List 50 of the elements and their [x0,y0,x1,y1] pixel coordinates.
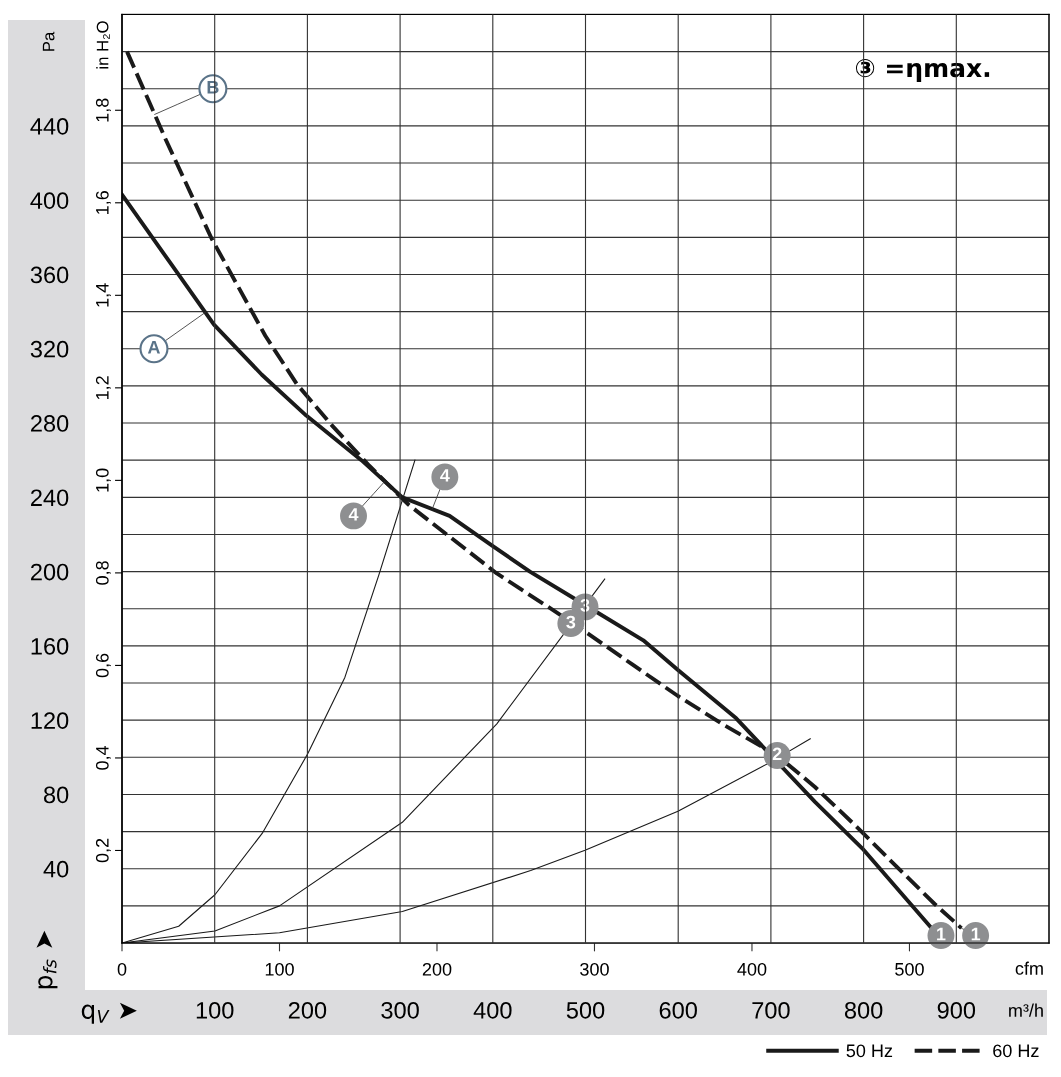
x-tick-label: 400 [737,962,767,976]
x-tick-label: 200 [422,962,452,976]
annotation: A [147,341,161,354]
y-axis-title: Pa [42,31,55,51]
x2-tick-label: 900 [937,1001,976,1019]
y2-tick-label: 0,8 [95,561,111,585]
x2-tick-label: 700 [752,1001,790,1019]
annotation: 3 [566,615,576,629]
y2-tick-label: 1,6 [95,191,111,214]
y2-axis-title: in H₂O [96,21,110,69]
y-tick-label: 320 [30,340,69,358]
y-tick-label: 280 [31,415,69,432]
annotation: 4 [440,469,450,482]
text: p$_{fs}$ ➤ [36,930,58,989]
x2-tick-label: 600 [659,1001,697,1019]
y2-tick-label: 1,2 [95,376,111,400]
y2-tick-label: 1,8 [95,98,111,122]
y-tick-label: 80 [43,786,69,804]
text: q$_{V}$ ➤ [81,1002,137,1024]
y-tick-label: 400 [30,192,69,209]
legend-label: 50 Hz [846,1044,893,1058]
annotation: 1 [937,927,946,941]
y2-tick-label: 0,6 [95,653,111,678]
annotation: 1 [971,927,981,941]
y-tick-label: 160 [31,637,69,655]
y-tick-label: 360 [30,266,69,284]
y2-tick-label: 1,4 [96,283,111,307]
x-axis-title: cfm [1015,961,1043,975]
x2-tick-label: 200 [288,1001,327,1019]
y-tick-label: 440 [30,117,69,135]
y-tick-label: 120 [31,712,69,729]
y-tick-label: 40 [43,860,69,878]
y-tick-label: 240 [31,489,69,507]
y-tick-label: 200 [31,563,69,581]
x2-tick-label: 300 [381,1001,419,1019]
y2-tick-label: 0,4 [95,745,111,770]
x2-tick-label: 400 [473,1001,512,1019]
x2-tick-label: 500 [566,1001,605,1019]
x2-tick-label: 800 [844,1001,883,1019]
y2-tick-label: 0,2 [95,838,111,863]
y2-tick-label: 1,0 [95,468,111,492]
x-tick-label: 500 [895,962,924,976]
x-tick-label: 0 [117,962,127,976]
x2-tick-label: 100 [196,1001,234,1019]
x-tick-label: 100 [265,962,294,976]
x-tick-label: 300 [580,962,609,976]
annotation: 4 [348,508,359,521]
legend-label: 60 Hz [993,1044,1039,1058]
x2-axis-title: m³/h [1009,1003,1043,1017]
annotation: 2 [772,747,782,761]
